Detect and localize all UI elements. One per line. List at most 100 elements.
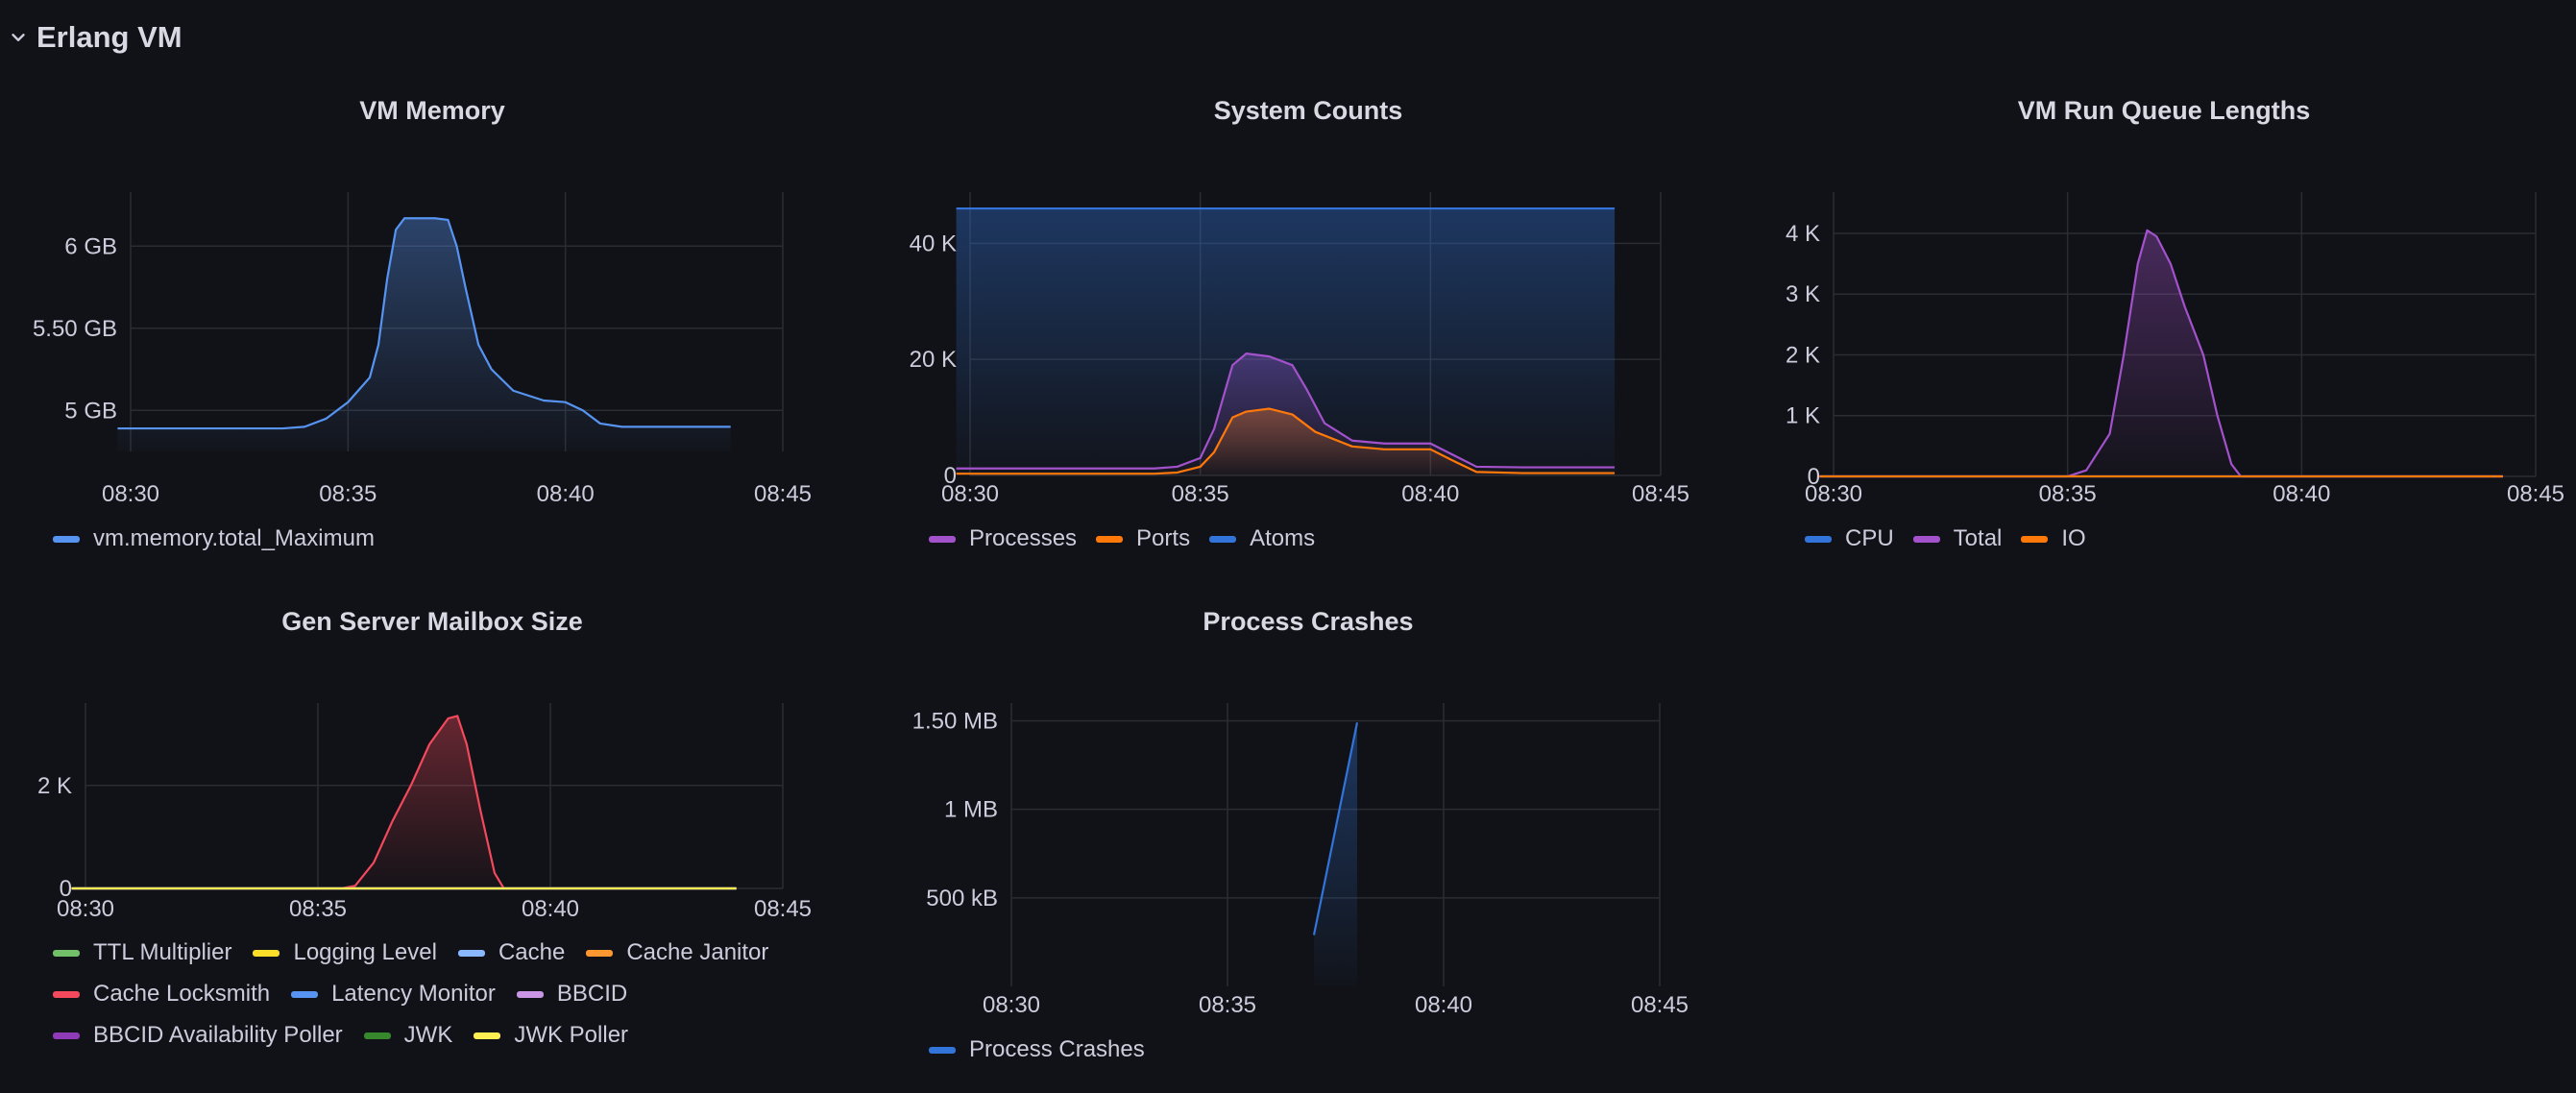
legend-item[interactable]: BBCID [516, 980, 628, 1008]
legend-swatch [53, 1032, 80, 1039]
legend-swatch [1805, 535, 1832, 543]
panel-gen-server-mailbox[interactable]: Gen Server Mailbox Size 0 2 K 08:30 08:35 08… [0, 607, 864, 1087]
legend: Processes Ports Atoms [929, 524, 1716, 553]
panel-process-crashes[interactable]: Process Crashes 500 kB 1 MB 1.50 MB 08:30 08… [876, 607, 1740, 1087]
x-tick-label: 08:35 [2039, 481, 2097, 507]
y-tick-label: 6 GB [64, 233, 117, 259]
legend-item[interactable]: JWK Poller [474, 1021, 628, 1050]
x-tick-label: 08:45 [754, 896, 812, 922]
legend-label: IO [2061, 525, 2086, 551]
legend-item[interactable]: Cache Janitor [586, 938, 768, 967]
series-line-vm-memory-total-maximum[interactable] [117, 217, 731, 430]
legend-item[interactable]: BBCID Availability Poller [53, 1021, 343, 1050]
chevron-down-icon [12, 34, 25, 41]
series-line-cache-locksmith[interactable] [71, 715, 737, 890]
series-area-vm-memory-total-maximum [117, 218, 731, 451]
x-tick-label: 08:40 [522, 896, 579, 922]
legend-label: Cache Locksmith [93, 981, 271, 1007]
legend-swatch [53, 949, 80, 957]
x-tick-label: 08:45 [754, 481, 812, 507]
y-tick-label: 20 K [910, 347, 957, 373]
legend-swatch [929, 1046, 956, 1054]
row-header-erlang-vm[interactable]: Erlang VM [8, 13, 182, 61]
x-tick-label: 08:30 [941, 481, 999, 507]
legend-swatch [516, 990, 544, 998]
series-line-total[interactable] [1819, 229, 2503, 478]
x-tick-label: 08:40 [1401, 481, 1459, 507]
legend-swatch [2021, 535, 2049, 543]
legend-item[interactable]: Ports [1096, 524, 1190, 553]
legend-label: Cache Janitor [626, 939, 769, 965]
y-tick-label: 1 MB [944, 797, 998, 823]
legend-item[interactable]: Total [1912, 524, 2003, 553]
legend-label: Latency Monitor [331, 981, 496, 1007]
x-tick-label: 08:45 [1631, 992, 1689, 1018]
x-tick-label: 08:35 [1172, 481, 1229, 507]
legend-item[interactable]: vm.memory.total_Maximum [53, 524, 375, 553]
series-line-processes[interactable] [956, 352, 1616, 470]
x-tick-label: 08:35 [319, 481, 377, 507]
legend-item[interactable]: Latency Monitor [291, 980, 496, 1008]
legend-label: Logging Level [293, 939, 437, 965]
legend-item[interactable]: Atoms [1209, 524, 1315, 553]
legend-label: JWK Poller [514, 1022, 629, 1048]
legend-item[interactable]: Cache [457, 938, 565, 967]
chart-gen-server-mailbox: 0 2 K 08:30 08:35 08:40 08:45 [37, 703, 812, 922]
x-tick-label: 08:30 [102, 481, 159, 507]
y-tick-label: 5 GB [64, 398, 117, 424]
legend-item[interactable]: Processes [929, 524, 1077, 553]
panel-system-counts[interactable]: System Counts 0 20 K 40 K 08:30 08:35 08:40 08… [876, 96, 1740, 576]
panel-title: Gen Server Mailbox Size [281, 607, 583, 636]
legend-swatch [363, 1032, 391, 1039]
legend-swatch [53, 535, 80, 543]
legend-item[interactable]: JWK [363, 1021, 453, 1050]
legend-label: BBCID [556, 981, 628, 1007]
legend-swatch [586, 949, 614, 957]
legend-swatch [474, 1032, 501, 1039]
legend-label: TTL Multiplier [93, 939, 232, 965]
series-line-ports[interactable] [956, 407, 1616, 475]
legend: vm.memory.total_Maximum [53, 524, 840, 553]
panel-title: VM Run Queue Lengths [2017, 96, 2311, 125]
legend-label: BBCID Availability Poller [93, 1022, 343, 1048]
panel-title: Process Crashes [1203, 607, 1414, 636]
legend-item[interactable]: TTL Multiplier [53, 938, 231, 967]
legend-swatch [1209, 535, 1237, 543]
legend: TTL Multiplier Logging Level Cache Cache Ja… [53, 938, 821, 1050]
legend: Process Crashes [929, 1035, 1716, 1064]
y-tick-label: 1.50 MB [912, 708, 998, 734]
chart-run-queue: 0 1 K 2 K 3 K 4 K 08:30 08:35 08:40 08:45 [1786, 192, 2564, 507]
x-tick-label: 08:45 [1632, 481, 1689, 507]
legend-label: Total [1953, 525, 2003, 551]
series-line-process-crashes[interactable] [1312, 722, 1359, 935]
legend-item[interactable]: Logging Level [253, 938, 437, 967]
row-title: Erlang VM [36, 20, 182, 54]
panel-title: System Counts [1213, 96, 1403, 125]
x-tick-label: 08:45 [2507, 481, 2564, 507]
legend-label: vm.memory.total_Maximum [93, 525, 375, 551]
chart-process-crashes: 500 kB 1 MB 1.50 MB 08:30 08:35 08:40 08:45 [912, 703, 1689, 1018]
series-area-cache-locksmith [71, 716, 737, 888]
y-tick-label: 5.50 GB [33, 316, 117, 342]
y-tick-label: 4 K [1786, 221, 1820, 247]
legend-item[interactable]: IO [2021, 524, 2086, 553]
series-area-atoms [956, 208, 1616, 475]
legend-item[interactable]: Process Crashes [929, 1035, 1145, 1064]
series-area-total [1819, 230, 2503, 477]
legend-swatch [457, 949, 485, 957]
y-tick-label: 0 [944, 463, 957, 489]
x-tick-label: 08:35 [1199, 992, 1256, 1018]
y-tick-label: 3 K [1786, 281, 1820, 307]
x-tick-label: 08:30 [57, 896, 114, 922]
legend-label: JWK [403, 1022, 453, 1048]
y-tick-label: 1 K [1786, 403, 1820, 429]
series-area-process-crashes [1314, 722, 1357, 986]
legend-item[interactable]: Cache Locksmith [53, 980, 270, 1008]
chart-system-counts: 0 20 K 40 K 08:30 08:35 08:40 08:45 [910, 192, 1689, 507]
legend-swatch [53, 990, 80, 998]
legend-swatch [1912, 535, 1940, 543]
panel-vm-memory[interactable]: VM Memory 5 GB 5.50 GB 6 GB 08:30 08:35 08:40… [0, 96, 864, 576]
legend-item[interactable]: CPU [1805, 524, 1894, 553]
legend-label: Process Crashes [969, 1036, 1145, 1062]
